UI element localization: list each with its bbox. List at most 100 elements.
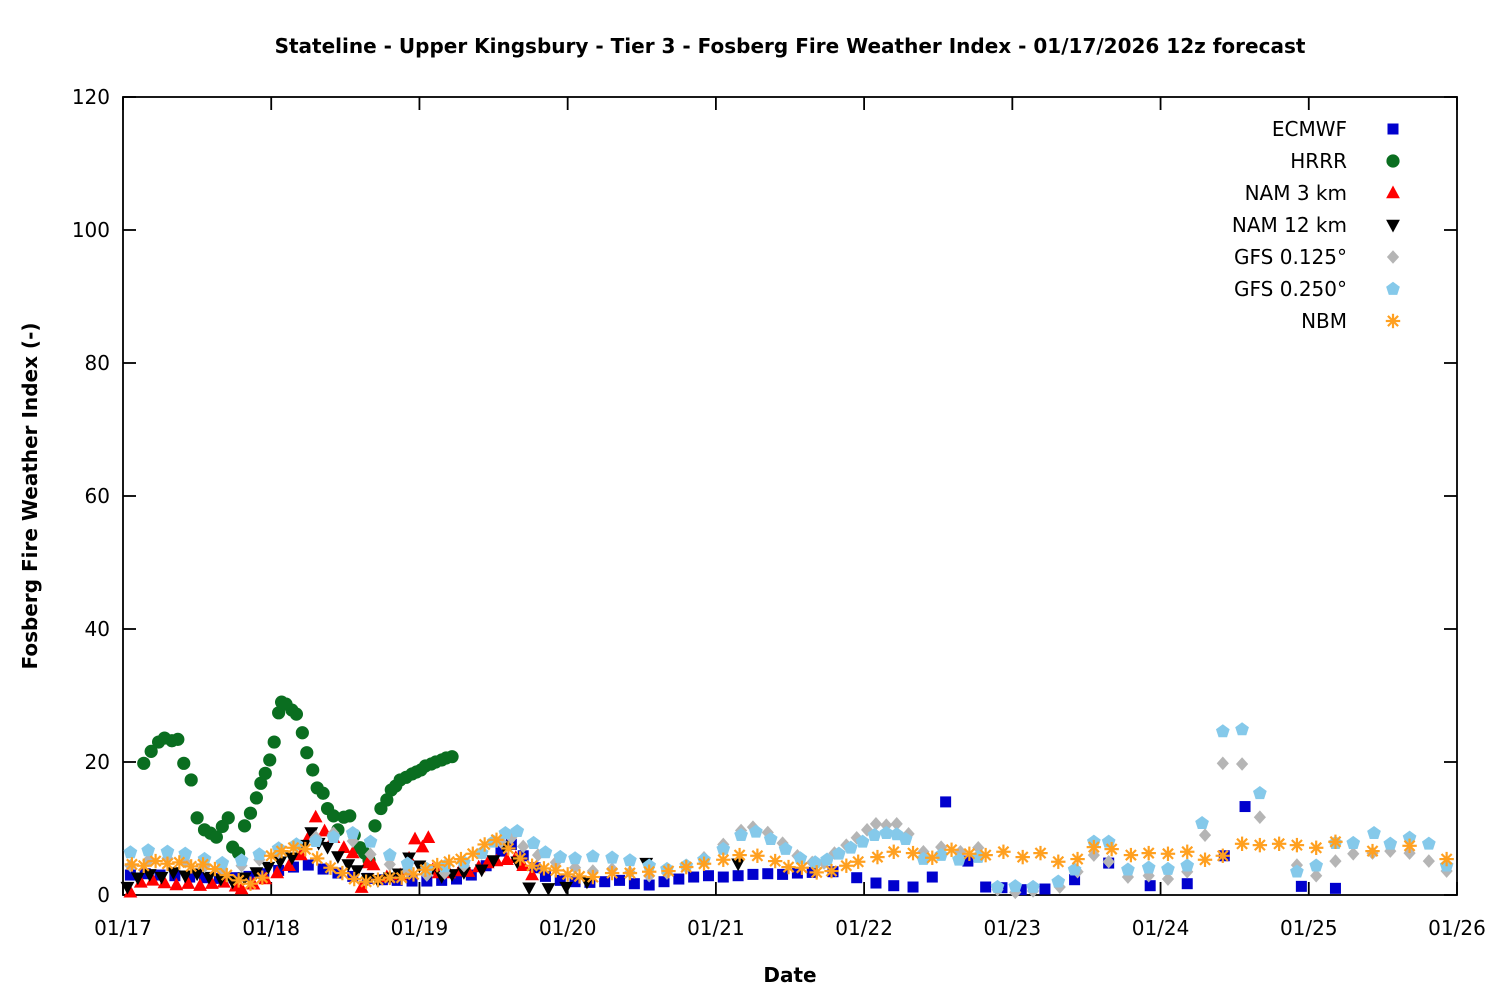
point-gfs-0-250-	[793, 851, 808, 865]
point-nbm	[809, 865, 824, 880]
point-nbm	[1123, 847, 1139, 863]
point-nbm	[767, 853, 783, 869]
point-ecmwf	[1069, 874, 1081, 886]
point-nbm	[298, 841, 313, 857]
legend-label-ecmwf: ECMWF	[1272, 117, 1347, 141]
point-gfs-0-250-	[879, 825, 894, 839]
point-gfs-0-250-	[898, 831, 913, 845]
point-ecmwf	[962, 855, 974, 867]
point-gfs-0-250-	[1402, 830, 1417, 844]
point-nbm	[1234, 836, 1250, 851]
point-ecmwf	[539, 870, 551, 882]
point-gfs-0-250-	[510, 823, 525, 837]
point-gfs-0-250-	[1121, 862, 1135, 876]
point-nbm	[465, 846, 481, 861]
legend-label-nam-3-km: NAM 3 km	[1245, 181, 1347, 205]
point-gfs-0-250-	[586, 849, 600, 863]
point-ecmwf	[258, 868, 270, 880]
point-gfs-0-250-	[1215, 724, 1230, 738]
x-tick-label: 01/22	[835, 916, 893, 940]
point-nbm	[477, 837, 492, 852]
point-nbm	[1015, 849, 1030, 865]
legend-marker-ecmwf	[1387, 123, 1399, 135]
point-nbm	[406, 867, 421, 882]
point-nam-12-km	[320, 841, 335, 855]
point-ecmwf	[926, 871, 938, 883]
point-ecmwf	[184, 871, 196, 883]
point-gfs-0-250-	[308, 833, 323, 847]
point-gfs-0-250-	[855, 834, 870, 848]
point-hrrr	[249, 791, 263, 805]
point-nbm	[1160, 846, 1176, 861]
point-gfs-0-125-	[1198, 828, 1212, 842]
point-hrrr	[445, 750, 459, 764]
point-ecmwf	[495, 845, 507, 857]
point-gfs-0-250-	[1421, 836, 1436, 850]
point-nbm	[1289, 837, 1305, 853]
x-tick-label: 01/17	[94, 916, 152, 940]
point-gfs-0-250-	[345, 825, 360, 839]
point-ecmwf	[870, 877, 882, 889]
point-gfs-0-125-	[1253, 810, 1266, 824]
point-ecmwf	[658, 876, 670, 888]
point-nbm	[978, 847, 993, 863]
legend-marker-gfs-0-125-	[1386, 250, 1400, 264]
point-nam-3-km	[169, 877, 184, 891]
point-ecmwf	[888, 880, 900, 892]
point-hrrr	[368, 819, 382, 833]
point-ecmwf	[762, 868, 774, 880]
point-ecmwf	[1039, 883, 1051, 895]
point-gfs-0-250-	[832, 846, 846, 860]
point-gfs-0-250-	[363, 834, 378, 848]
point-gfs-0-250-	[1346, 835, 1361, 849]
point-nam-12-km	[486, 855, 501, 868]
point-nam-3-km	[133, 874, 148, 888]
point-gfs-0-125-	[517, 839, 530, 854]
point-hrrr	[380, 793, 394, 807]
point-nam-12-km	[731, 858, 746, 872]
point-nam-3-km	[157, 875, 172, 889]
point-nbm	[622, 865, 638, 881]
point-nbm	[679, 859, 694, 875]
point-nbm	[944, 842, 959, 857]
point-nam-12-km	[261, 861, 276, 875]
legend-label-gfs-0-250-: GFS 0.250°	[1234, 277, 1347, 301]
legend-marker-hrrr	[1386, 154, 1400, 168]
point-gfs-0-250-	[252, 847, 267, 861]
point-nam-12-km	[130, 872, 145, 886]
point-nam-12-km	[412, 860, 427, 874]
point-hrrr	[171, 732, 185, 746]
point-ecmwf	[451, 873, 462, 885]
point-hrrr	[237, 819, 252, 833]
point-ecmwf	[391, 874, 403, 886]
point-nbm	[160, 856, 175, 871]
point-nbm	[309, 851, 325, 866]
point-hrrr	[295, 726, 309, 740]
point-nbm	[286, 840, 301, 855]
point-nam-12-km	[331, 851, 345, 864]
point-nbm	[453, 851, 469, 867]
point-gfs-0-250-	[1367, 825, 1381, 839]
point-nam-3-km	[421, 830, 436, 844]
point-gfs-0-250-	[820, 852, 834, 866]
point-nbm	[255, 870, 270, 885]
point-ecmwf	[702, 870, 714, 882]
point-nbm	[1051, 854, 1066, 869]
point-ecmwf	[907, 881, 919, 893]
point-gfs-0-250-	[141, 843, 156, 857]
point-ecmwf	[777, 868, 789, 880]
point-nbm	[548, 863, 564, 878]
point-hrrr	[144, 744, 158, 758]
x-tick-label: 01/20	[539, 916, 597, 940]
point-gfs-0-125-	[1422, 854, 1435, 868]
y-tick-label: 40	[85, 617, 110, 641]
point-nam-3-km	[415, 839, 430, 853]
point-hrrr	[272, 706, 286, 720]
point-hrrr	[243, 806, 258, 820]
point-hrrr	[326, 809, 341, 823]
point-nam-12-km	[190, 868, 205, 882]
point-ecmwf	[317, 863, 329, 875]
point-nam-3-km	[525, 867, 539, 881]
x-tick-label: 01/19	[391, 916, 449, 940]
